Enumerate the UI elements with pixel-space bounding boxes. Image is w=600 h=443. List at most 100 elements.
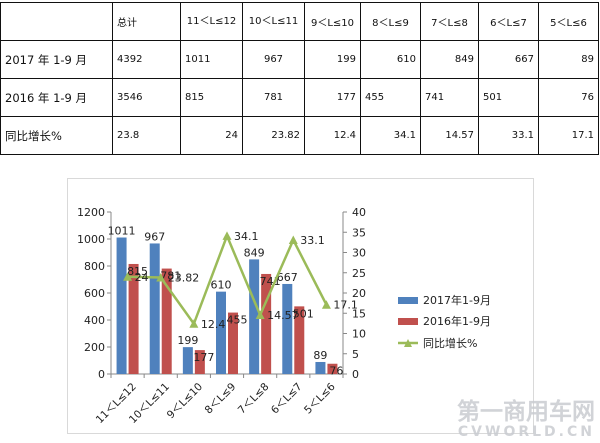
y-tick-label-right: 0: [352, 368, 359, 381]
growth-marker: [189, 319, 199, 328]
table-cell: 24: [180, 116, 243, 155]
data-label-2017: 610: [211, 279, 232, 292]
row-label: 2016 年 1-9 月: [0, 78, 113, 117]
watermark-en: CVWORLD.CN: [458, 424, 595, 439]
table-cell: 667: [478, 40, 539, 79]
legend-swatch-2017: [398, 297, 418, 304]
growth-marker: [255, 310, 265, 319]
bar-2017: [216, 291, 226, 374]
growth-marker: [123, 272, 133, 281]
table-cell: 781: [242, 78, 305, 117]
x-tick-label: 7＜L≤8: [236, 381, 272, 417]
x-tick-label: 9＜L≤10: [165, 381, 205, 421]
legend-label-2016: 2016年1-9月: [423, 314, 491, 328]
table-cell: 14.57: [420, 116, 479, 155]
data-label-2017: 89: [313, 349, 327, 362]
y-tick-label-right: 25: [352, 267, 366, 280]
y-tick-label-right: 15: [352, 307, 366, 320]
y-tick-label-right: 35: [352, 226, 366, 239]
bar-2017: [116, 237, 127, 374]
data-label-growth: 14.57: [267, 309, 299, 322]
table-cell: 17.1: [538, 116, 599, 155]
bar-2016: [294, 306, 305, 374]
bar-2017: [182, 347, 193, 374]
bar-2016: [161, 268, 172, 374]
table-header-cell: 9＜L≤10: [304, 2, 361, 41]
table-cell: 33.1: [478, 116, 539, 155]
data-label-2017: 1011: [108, 225, 136, 238]
data-label-2016: 76: [329, 365, 343, 378]
table-header-corner: [0, 2, 113, 41]
data-label-2016: 815: [127, 265, 148, 278]
table-cell: 3546: [112, 78, 181, 117]
table-row: 同比增长% 23.8 24 23.82 12.4 34.1 14.57 33.1…: [0, 116, 599, 155]
data-label-growth: 34.1: [234, 230, 259, 243]
table-cell: 199: [304, 40, 361, 79]
row-label: 2017 年 1-9 月: [0, 40, 113, 79]
legend-swatch-growth-marker: [404, 339, 412, 347]
watermark-cn: 第一商用车网: [457, 398, 595, 425]
data-label-2016: 177: [193, 351, 214, 364]
table-cell: 23.82: [242, 116, 305, 155]
bar-2017: [149, 243, 160, 374]
y-tick-label-right: 10: [352, 328, 366, 341]
y-tick-label-right: 40: [352, 206, 366, 219]
table-cell: 12.4: [304, 116, 361, 155]
y-tick-label-left: 200: [84, 341, 105, 354]
x-tick-label: 6＜L≤7: [269, 381, 305, 417]
row-label: 同比增长%: [0, 116, 113, 155]
bar-2017: [282, 283, 293, 374]
data-label-growth: 33.1: [300, 234, 325, 247]
table-cell: 177: [304, 78, 361, 117]
y-tick-label-left: 0: [98, 368, 105, 381]
table-header-cell: 6＜L≤7: [478, 2, 539, 41]
bar-2017: [315, 361, 326, 374]
legend-label-2017: 2017年1-9月: [423, 293, 491, 307]
chart-frame: 0 200 400 600 800 1000 1200 0 5 10 15 20 25 30 35 40 11＜…: [67, 178, 534, 434]
table-header-cell: 11＜L≤12: [180, 2, 243, 41]
table-header-cell: 10＜L≤11: [242, 2, 305, 41]
bar-2016: [327, 363, 338, 374]
table-header-cell: 7＜L≤8: [420, 2, 479, 41]
growth-marker: [222, 231, 232, 240]
data-label-2016: 455: [227, 314, 248, 327]
data-label-2017: 199: [177, 334, 198, 347]
table-row: 2016 年 1-9 月 3546 815 781 177 455 741 50…: [0, 78, 599, 117]
table-cell: 741: [420, 78, 479, 117]
y-tick-label-left: 800: [84, 260, 105, 273]
y-tick-label-left: 600: [84, 287, 105, 300]
table-cell: 1011: [180, 40, 243, 79]
legend-label-growth: 同比增长%: [423, 336, 477, 350]
y-tick-label-right: 30: [352, 247, 366, 260]
table-cell: 967: [242, 40, 305, 79]
y-tick-label-left: 1000: [77, 233, 105, 246]
data-label-growth: 17.1: [333, 299, 358, 312]
table-cell: 23.8: [112, 116, 181, 155]
growth-marker: [288, 235, 298, 244]
table-header-cell: 总计: [112, 2, 181, 41]
table-header-cell: 8＜L≤9: [360, 2, 421, 41]
bar-2016: [194, 350, 205, 374]
table-cell: 76: [538, 78, 599, 117]
table-cell: 89: [538, 40, 599, 79]
growth-marker: [156, 273, 166, 282]
data-label-growth: 12.4: [201, 318, 226, 331]
growth-marker: [321, 300, 331, 309]
stats-table: 总计 11＜L≤12 10＜L≤11 9＜L≤10 8＜L≤9 7＜L≤8 6＜…: [0, 2, 599, 155]
data-label-2017: 967: [144, 230, 165, 243]
table-cell: 34.1: [360, 116, 421, 155]
data-label-2017: 849: [244, 246, 265, 259]
table-cell: 4392: [112, 40, 181, 79]
y-tick-label-right: 5: [352, 348, 359, 361]
legend-swatch-2016: [398, 318, 418, 325]
table-cell: 501: [478, 78, 539, 117]
table-cell: 455: [360, 78, 421, 117]
data-label-growth: 23.82: [168, 272, 200, 285]
bar-2016: [128, 263, 139, 374]
y-tick-label-left: 1200: [77, 206, 105, 219]
x-tick-label: 5＜L≤6: [302, 381, 338, 417]
bar-2017: [249, 259, 260, 374]
y-tick-label-right: 20: [352, 287, 366, 300]
table-row: 2017 年 1-9 月 4392 1011 967 199 610 849 6…: [0, 40, 599, 79]
table-cell: 815: [180, 78, 243, 117]
